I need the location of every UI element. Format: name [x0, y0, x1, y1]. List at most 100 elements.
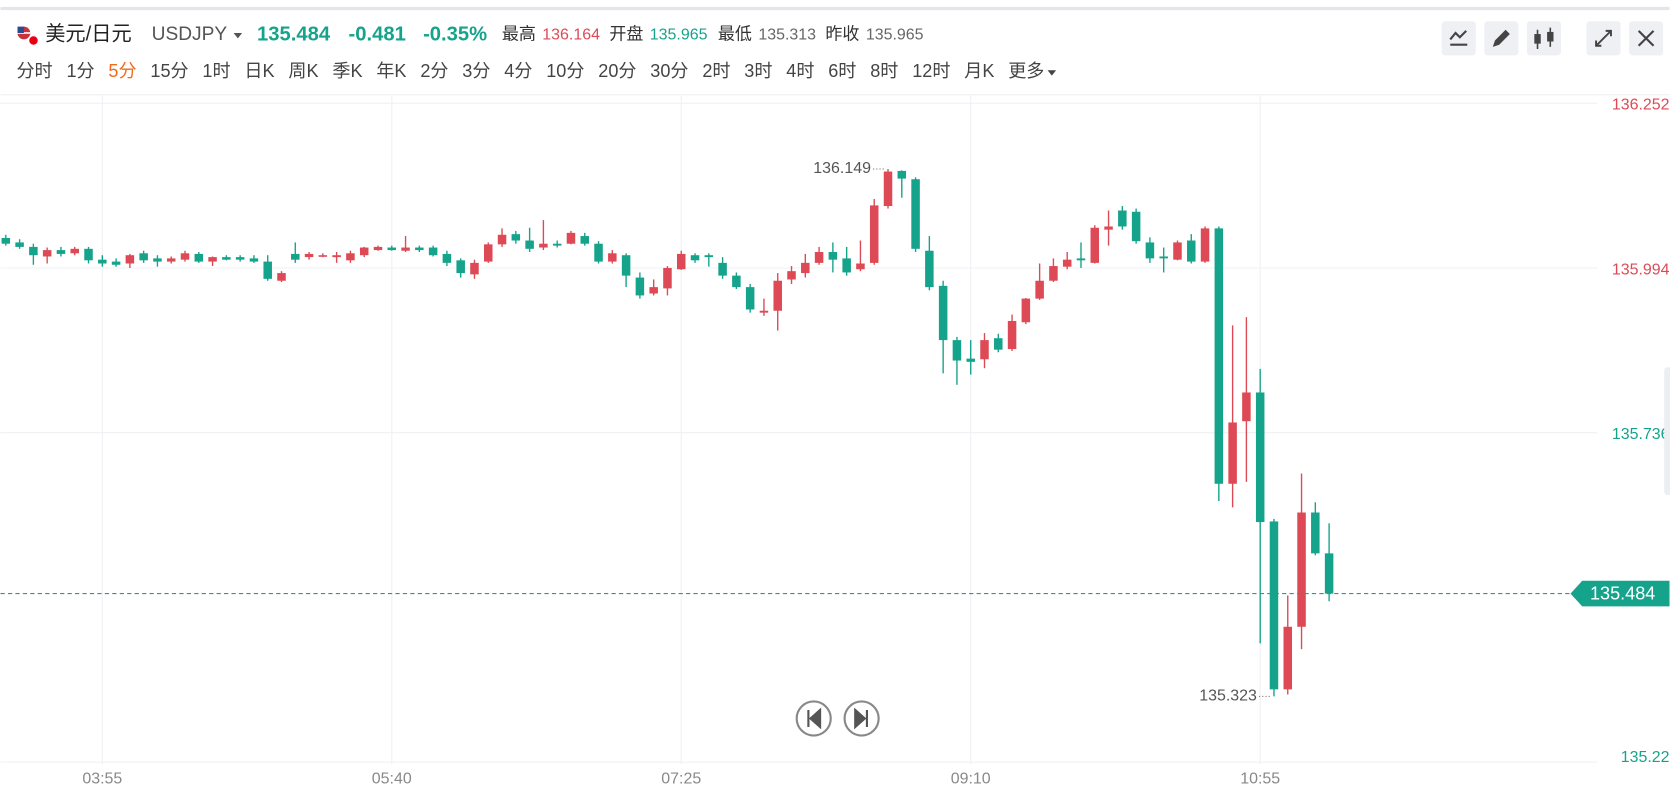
candle-body [1159, 256, 1168, 259]
candle-body [1200, 228, 1210, 262]
high-marker-label: 136.149 [813, 160, 871, 177]
stats: 最高 136.164 开盘 135.965 最低 135.313 昨收 135.965 [502, 25, 924, 44]
period-tab[interactable]: 6时 [828, 61, 856, 81]
last-price: 135.484 [257, 23, 331, 45]
period-tab[interactable]: 3分 [462, 61, 490, 81]
candle-body [1118, 210, 1127, 227]
period-tab[interactable]: 8时 [870, 61, 898, 81]
candle-body [1173, 242, 1182, 260]
stat-label: 开盘 [609, 25, 643, 44]
period-tab[interactable]: 季K [332, 61, 362, 81]
symbol-caret[interactable] [233, 32, 243, 39]
indicator-button[interactable] [1441, 21, 1476, 56]
candle-body [125, 255, 135, 264]
period-tab[interactable]: 2时 [702, 61, 730, 81]
period-tab[interactable]: 5分 [108, 61, 136, 81]
period-tab[interactable]: 1时 [202, 61, 230, 81]
candle-body [1255, 392, 1265, 523]
candle-body [980, 340, 989, 360]
period-tab[interactable]: 日K [244, 61, 274, 81]
candle-body [291, 253, 300, 260]
candle-body [649, 287, 658, 294]
pair-name: 美元/日元 [45, 22, 132, 45]
candle-body [263, 261, 272, 279]
period-tab[interactable]: 月K [964, 61, 994, 81]
period-tab[interactable]: 3时 [744, 61, 772, 81]
candle-body [428, 247, 438, 256]
period-tab[interactable]: 4分 [504, 61, 532, 81]
candle-body [938, 285, 948, 341]
candle-body [1242, 392, 1251, 422]
candle-body [994, 338, 1003, 350]
candle-body [208, 257, 217, 262]
candle-body [42, 250, 52, 257]
x-tick-label: 10:55 [1240, 770, 1280, 787]
stat-label: 最高 [502, 25, 536, 44]
symbol[interactable]: USDJPY [152, 24, 228, 45]
candle-body [759, 310, 769, 313]
candle-body [442, 253, 452, 263]
candle-body [1021, 298, 1031, 323]
candle-body [539, 243, 548, 248]
period-tab[interactable]: 周K [288, 61, 318, 81]
period-tab[interactable]: 10分 [546, 61, 584, 81]
flag-icon [17, 26, 38, 45]
candle-body [925, 250, 934, 288]
period-tab[interactable]: 分时 [16, 61, 52, 81]
candle-body [1076, 258, 1086, 261]
candle-body [869, 205, 879, 263]
period-tab[interactable]: 2分 [420, 61, 448, 81]
candle-body [525, 240, 534, 249]
candle-body [966, 358, 975, 362]
candle-body [732, 275, 741, 288]
x-tick-label: 09:10 [951, 770, 991, 787]
candle-body [635, 277, 645, 296]
stat-value: 136.164 [542, 26, 600, 43]
candle-body [676, 253, 686, 270]
period-tab[interactable]: 年K [376, 61, 406, 81]
period-tab[interactable]: 4时 [786, 61, 814, 81]
candle-body [56, 250, 66, 254]
last-price-tag-label: 135.484 [1590, 583, 1655, 603]
stat-label: 最低 [718, 25, 752, 44]
candle-body [1297, 512, 1306, 627]
candle-body [911, 179, 920, 249]
candle-body [139, 253, 148, 261]
candle-body [1269, 521, 1279, 690]
y-tick-label: 135.22 [1621, 749, 1670, 766]
candle-body [318, 255, 328, 257]
candle-body [497, 234, 507, 245]
candle-body [249, 258, 259, 262]
price-change-pct: -0.35% [423, 23, 487, 45]
x-tick-label: 05:40 [372, 770, 412, 787]
period-tab[interactable]: 15分 [150, 61, 188, 81]
last-price-tag [1570, 580, 1670, 607]
candle-body [194, 253, 204, 262]
candle-style-button[interactable] [1526, 21, 1561, 56]
low-marker-label: 135.323 [1199, 688, 1257, 705]
period-tab[interactable]: 20分 [598, 61, 636, 81]
period-tab[interactable]: 30分 [650, 61, 688, 81]
period-tab[interactable]: 更多 [1008, 61, 1044, 81]
candle-body [621, 255, 631, 276]
y-tick-label: 136.252 [1612, 97, 1670, 114]
candle-body [1035, 280, 1044, 299]
candle-body [787, 271, 796, 280]
stat-value: 135.313 [758, 26, 816, 43]
candle-body [401, 247, 410, 251]
candle-body [1324, 553, 1334, 594]
candle-body [1007, 320, 1017, 350]
stat-value: 135.965 [866, 26, 924, 43]
more-caret[interactable] [1047, 70, 1057, 76]
candle-body [484, 244, 493, 262]
period-tab[interactable]: 1分 [66, 61, 94, 81]
side-handle[interactable] [1664, 367, 1670, 495]
candle-body [222, 257, 231, 260]
candle-body [745, 287, 755, 310]
candle-body [690, 255, 700, 261]
candle-body [387, 247, 397, 251]
period-tab[interactable]: 12时 [912, 61, 950, 81]
candle-body [1283, 626, 1293, 690]
